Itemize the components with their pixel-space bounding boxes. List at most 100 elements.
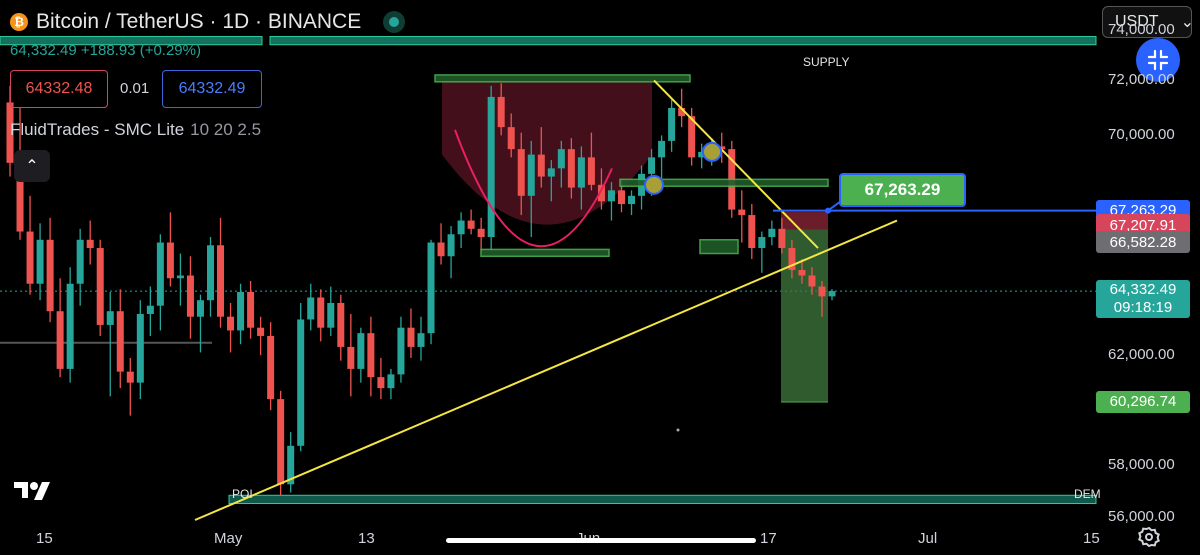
candle-body <box>347 346 355 369</box>
time-tick-label: 15 <box>1083 530 1100 547</box>
market-status-icon[interactable] <box>383 11 406 33</box>
candle-body <box>547 168 555 177</box>
candle-body <box>377 377 385 389</box>
candle-body <box>427 242 435 334</box>
candle-body <box>16 162 24 232</box>
candle-body <box>808 275 816 287</box>
candle-body <box>186 275 194 317</box>
candle-body <box>688 116 696 158</box>
candle-body <box>557 149 565 169</box>
candle-body <box>337 302 345 347</box>
retest-box <box>699 239 739 255</box>
candle-body <box>457 220 465 235</box>
candle-body <box>56 311 64 369</box>
candle-body <box>206 245 214 301</box>
candle-body <box>126 371 134 383</box>
time-tick-label: 15 <box>36 530 53 547</box>
cup-curve <box>454 129 613 248</box>
bar-countdown: 09:18:19 <box>1113 299 1173 317</box>
currency-select[interactable]: USDT ⌄ <box>1102 6 1194 38</box>
indicator-params: 10 20 2.5 <box>190 120 262 139</box>
price-tick-label: 72,000.00 <box>1108 71 1175 89</box>
candle-body <box>156 242 164 306</box>
cup-bottom-box <box>480 248 610 258</box>
candle-body <box>307 297 315 320</box>
price-level-badge: 67,207.91 <box>1096 214 1190 237</box>
symbol-title[interactable]: ₿ Bitcoin / TetherUS · 1D · BINANCE <box>10 10 406 34</box>
collapse-legend-button[interactable]: ⌃ <box>14 150 50 182</box>
indicator-legend[interactable]: FluidTrades - SMC Lite 10 20 2.5 <box>10 120 261 140</box>
candle-body <box>467 220 475 229</box>
time-tick-label: 17 <box>760 530 777 547</box>
candle-body <box>317 297 325 328</box>
candle-body <box>517 149 525 196</box>
candle-body <box>86 239 94 249</box>
neckline-box <box>434 74 691 83</box>
candle-body <box>237 291 245 331</box>
candle-body <box>668 107 676 141</box>
take-profit-zone <box>781 229 828 402</box>
candle-body <box>437 242 445 257</box>
candle-body <box>36 239 44 284</box>
entry-anchor <box>825 207 831 214</box>
candle-body <box>287 445 295 485</box>
candle-body <box>217 245 225 317</box>
candle-body <box>247 291 255 328</box>
current-price-label: 64,332.49 <box>1109 281 1177 299</box>
candle-body <box>397 327 405 375</box>
candle-body <box>788 248 796 270</box>
candle-body <box>758 237 766 249</box>
candle-body <box>718 146 726 150</box>
candle-body <box>76 239 84 284</box>
gear-icon[interactable] <box>1138 526 1160 548</box>
candle-body <box>597 184 605 202</box>
candle-body <box>577 157 585 188</box>
candle-body <box>196 300 204 317</box>
descending-trendline <box>653 79 819 249</box>
candle-body <box>748 215 756 249</box>
candle-body <box>818 286 826 297</box>
candle-body <box>267 335 275 400</box>
spread-value: 0.01 <box>120 80 150 97</box>
candle-body <box>146 305 154 314</box>
buy-price-button[interactable]: 64332.49 <box>162 70 262 108</box>
candle-body <box>798 270 806 276</box>
candle-body <box>387 374 395 389</box>
candle-body <box>537 154 545 177</box>
price-tick-label: 70,000.00 <box>1108 126 1175 144</box>
price-tick-label: 62,000.00 <box>1108 346 1175 364</box>
candle-body <box>417 333 425 347</box>
sell-price-button[interactable]: 64332.48 <box>10 70 108 108</box>
symbol-title-text: Bitcoin / TetherUS · 1D · BINANCE <box>36 10 362 33</box>
candle-body <box>658 140 666 158</box>
candle-body <box>257 327 265 336</box>
candle-body <box>698 151 706 158</box>
candle-body <box>567 149 575 188</box>
candle-body <box>46 239 54 312</box>
price-tick-label: 74,000.00 <box>1108 21 1175 39</box>
candle-body <box>447 234 455 257</box>
candle-body <box>778 228 786 249</box>
candle-body <box>587 157 595 185</box>
tradingview-logo-icon[interactable] <box>14 480 56 507</box>
indicator-name: FluidTrades - SMC Lite <box>10 120 185 139</box>
currency-label: USDT <box>1115 13 1159 30</box>
time-tick-label: Jul <box>918 530 938 547</box>
candle-body <box>407 327 415 347</box>
candle-body <box>357 333 365 369</box>
ohlc-change-readout: 64,332.49 +188.93 (+0.29%) <box>10 42 201 59</box>
target-price-callout[interactable]: 67,263.29 <box>839 173 966 207</box>
compress-arrows-icon[interactable] <box>1136 38 1180 82</box>
candle-body <box>166 242 174 279</box>
candle-body <box>828 291 836 297</box>
home-indicator <box>446 538 756 543</box>
candles-layer <box>6 83 836 496</box>
candle-body <box>227 316 235 331</box>
candle-body <box>628 195 636 205</box>
price-tick-label: 58,000.00 <box>1108 456 1175 474</box>
candle-body <box>507 127 515 150</box>
candle-body <box>327 302 335 328</box>
candle-body <box>116 311 124 372</box>
supply-zone-left <box>0 35 263 46</box>
